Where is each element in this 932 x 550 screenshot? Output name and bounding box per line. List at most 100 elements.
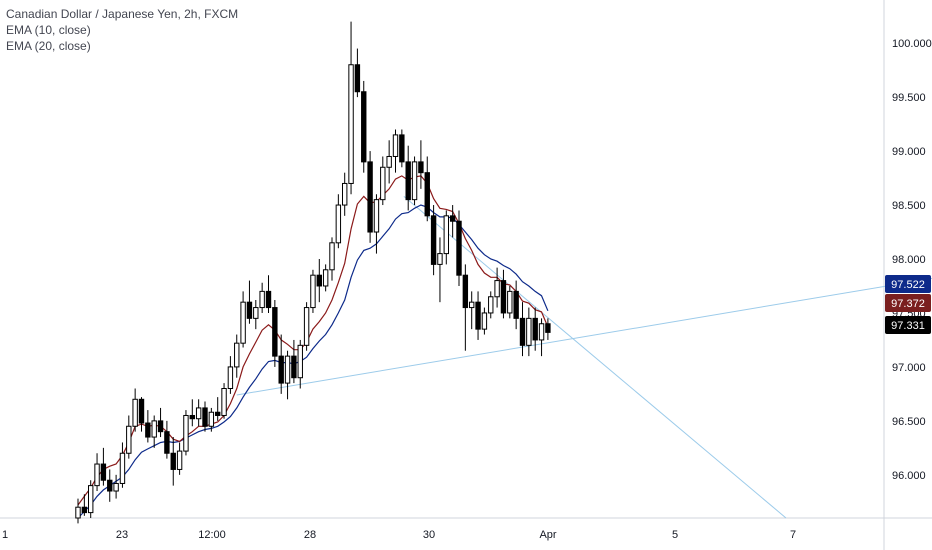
candle-body[interactable] <box>411 161 418 201</box>
candle-body[interactable] <box>513 290 519 319</box>
candle-body[interactable] <box>75 506 81 519</box>
ema10-line[interactable] <box>77 175 549 506</box>
candle-body[interactable] <box>348 64 354 184</box>
candle-body[interactable] <box>176 450 183 470</box>
candle-body[interactable] <box>373 199 380 233</box>
candle-body[interactable] <box>132 398 138 427</box>
x-tick-label: 23 <box>116 529 128 541</box>
candle-body[interactable] <box>386 155 392 168</box>
candle-body[interactable] <box>310 274 316 309</box>
support-trendline[interactable] <box>236 277 932 396</box>
candle-body[interactable] <box>469 301 475 309</box>
candle-body[interactable] <box>399 134 405 163</box>
candle-body[interactable] <box>335 204 342 244</box>
candle-body[interactable] <box>538 323 545 341</box>
candle-body[interactable] <box>208 411 215 427</box>
candle-body[interactable] <box>253 307 259 319</box>
candle-body[interactable] <box>494 280 500 298</box>
candle-body[interactable] <box>100 463 107 481</box>
candle-body[interactable] <box>481 312 488 330</box>
candle-body[interactable] <box>81 506 88 514</box>
candle-body[interactable] <box>342 182 348 206</box>
candle-body[interactable] <box>303 307 310 346</box>
candle-body[interactable] <box>361 91 367 163</box>
candle-body[interactable] <box>119 452 126 484</box>
candle-body[interactable] <box>437 253 443 265</box>
candle-body[interactable] <box>475 301 481 330</box>
price-badge-ema20[interactable] <box>885 275 931 293</box>
candle-body[interactable] <box>443 215 450 255</box>
candle-body[interactable] <box>94 463 100 487</box>
candle-body[interactable] <box>246 301 253 319</box>
candle-body[interactable] <box>507 290 513 314</box>
candle-body[interactable] <box>545 323 551 333</box>
candle-body[interactable] <box>272 307 278 357</box>
y-tick-label: 100.000 <box>892 38 932 50</box>
candle-body[interactable] <box>329 242 335 271</box>
x-tick-label: 12:00 <box>198 529 226 541</box>
candle-body[interactable] <box>500 280 507 314</box>
candle-body[interactable] <box>88 485 94 514</box>
candle-body[interactable] <box>113 482 119 492</box>
candle-body[interactable] <box>145 422 151 438</box>
x-tick-label: 1 <box>2 529 8 541</box>
candle-body[interactable] <box>424 172 430 217</box>
price-badge-price[interactable] <box>885 316 931 334</box>
candle-body[interactable] <box>265 290 272 309</box>
candle-body[interactable] <box>234 342 240 368</box>
price-badge-ema10[interactable] <box>885 294 931 312</box>
candle-body[interactable] <box>170 452 176 470</box>
x-tick-label: 28 <box>304 529 316 541</box>
resistance-trendline[interactable] <box>403 196 787 519</box>
ema10-legend[interactable]: EMA (10, close) <box>6 23 91 37</box>
candle-body[interactable] <box>189 414 196 420</box>
price-badge-label: 97.372 <box>891 298 925 310</box>
candle-body[interactable] <box>107 479 113 492</box>
x-tick-label: Apr <box>539 529 556 541</box>
candle-body[interactable] <box>316 274 323 287</box>
candle-body[interactable] <box>259 290 265 309</box>
ema20-line[interactable] <box>77 204 549 519</box>
candle-body[interactable] <box>456 220 462 276</box>
ema20-legend[interactable]: EMA (20, close) <box>6 39 91 53</box>
candle-body[interactable] <box>126 425 132 454</box>
candle-body[interactable] <box>240 301 246 344</box>
x-tick-label: 5 <box>672 529 678 541</box>
y-tick-label: 98.500 <box>892 200 926 212</box>
candle-body[interactable] <box>195 407 202 420</box>
candle-body[interactable] <box>202 407 208 427</box>
candle-body[interactable] <box>418 161 424 174</box>
candle-body[interactable] <box>157 420 164 433</box>
candle-body[interactable] <box>392 134 399 157</box>
candle-body[interactable] <box>138 398 145 424</box>
candle-body[interactable] <box>367 161 373 233</box>
candle-body[interactable] <box>322 269 329 287</box>
price-badge-label: 97.522 <box>891 279 925 291</box>
candle-body[interactable] <box>430 215 437 265</box>
y-tick-label: 99.500 <box>892 92 926 104</box>
candle-body[interactable] <box>284 355 291 384</box>
candle-body[interactable] <box>526 317 532 346</box>
candle-body[interactable] <box>278 355 284 384</box>
price-badge-label: 97.331 <box>891 320 925 332</box>
candle-body[interactable] <box>380 166 386 201</box>
candle-body[interactable] <box>354 64 361 93</box>
candle-body[interactable] <box>221 388 227 416</box>
candle-body[interactable] <box>488 296 494 314</box>
y-tick-label: 96.500 <box>892 416 926 428</box>
candle-body[interactable] <box>183 414 189 452</box>
candle-body[interactable] <box>532 317 538 341</box>
candle-body[interactable] <box>164 431 170 454</box>
candle-body[interactable] <box>297 344 303 379</box>
candle-body[interactable] <box>291 355 297 379</box>
candle-body[interactable] <box>519 317 526 346</box>
candle-body[interactable] <box>227 366 234 389</box>
candle-body[interactable] <box>151 420 157 438</box>
y-tick-label: 96.000 <box>892 470 926 482</box>
candle-body[interactable] <box>449 215 456 222</box>
candle-body[interactable] <box>462 274 469 309</box>
candle-body[interactable] <box>405 161 411 201</box>
y-tick-label: 99.000 <box>892 146 926 158</box>
candle-body[interactable] <box>215 411 221 416</box>
